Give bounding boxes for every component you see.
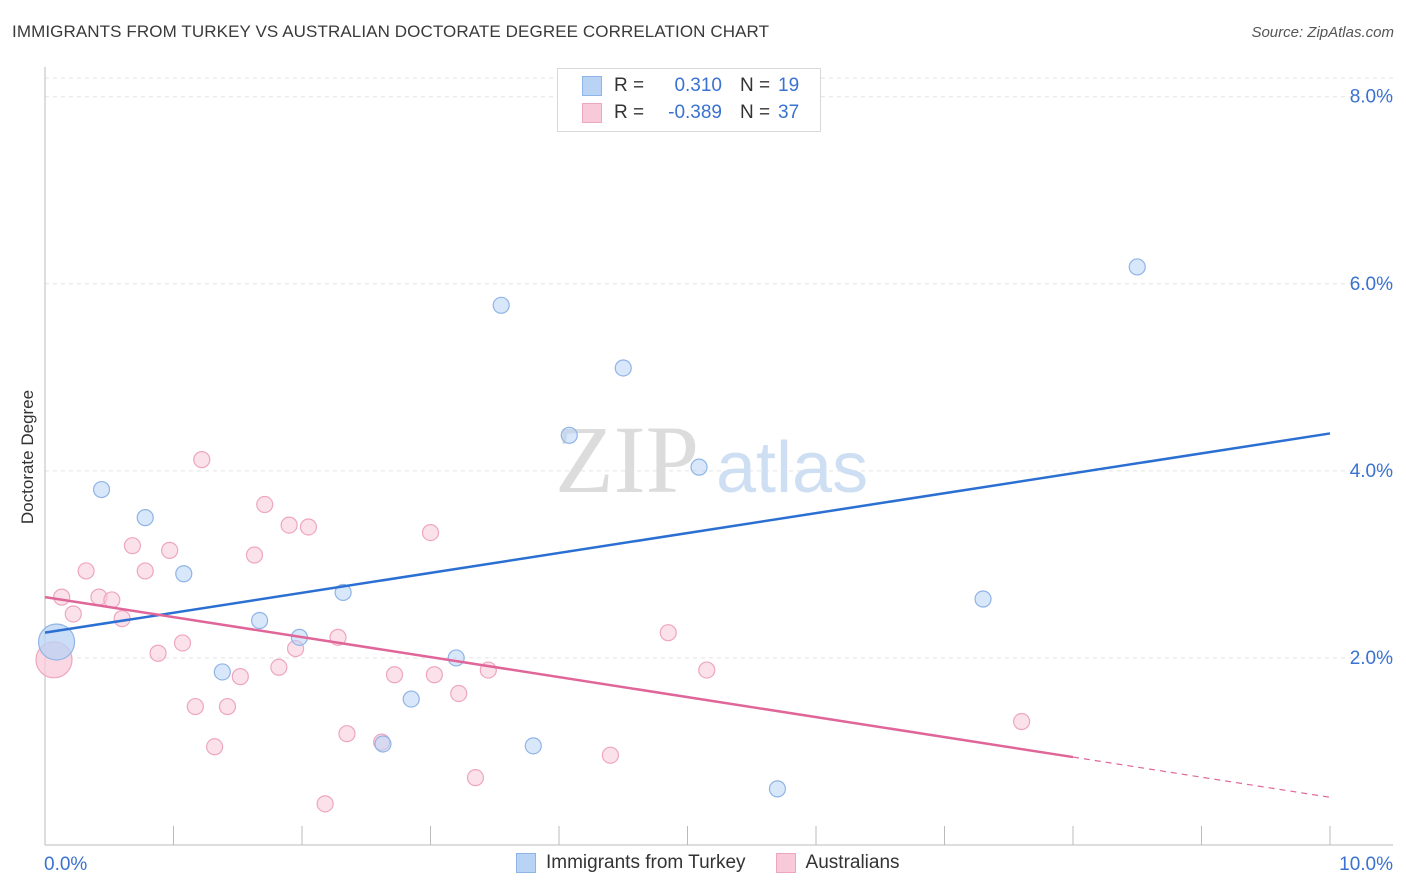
data-point-australians bbox=[280, 516, 298, 534]
data-point-turkey bbox=[213, 663, 231, 681]
legend-n-value: 19 bbox=[778, 75, 800, 96]
data-point-australians bbox=[425, 666, 443, 684]
data-point-australians bbox=[186, 697, 204, 716]
data-point-turkey bbox=[136, 509, 154, 527]
data-point-turkey bbox=[374, 735, 392, 753]
data-point-australians bbox=[53, 588, 71, 606]
legend-item-australians: Australians bbox=[775, 852, 900, 874]
series-australians bbox=[35, 451, 1031, 813]
legend-n-label: N = bbox=[740, 102, 771, 123]
data-point-turkey bbox=[974, 590, 992, 608]
data-point-turkey bbox=[492, 296, 510, 314]
data-point-australians bbox=[450, 684, 468, 703]
watermark-atlas: atlas bbox=[716, 428, 868, 508]
data-point-australians bbox=[136, 562, 154, 580]
series-immigrants-from-turkey bbox=[37, 258, 1146, 798]
y-tick-label: 4.0% bbox=[1350, 461, 1393, 482]
data-point-australians bbox=[316, 795, 334, 813]
legend-r-label: R = bbox=[614, 102, 645, 123]
data-point-australians bbox=[1012, 712, 1031, 731]
data-point-australians bbox=[149, 644, 167, 662]
trend-line-turkey bbox=[44, 432, 1331, 634]
data-point-australians bbox=[77, 562, 95, 580]
data-point-turkey bbox=[334, 583, 352, 602]
legend-r-label: R = bbox=[614, 75, 645, 96]
legend-item-turkey: Immigrants from Turkey bbox=[516, 852, 746, 874]
data-point-turkey bbox=[560, 426, 578, 444]
legend-r-value: 0.310 bbox=[674, 75, 722, 96]
legend-swatch-pink bbox=[582, 103, 602, 123]
legend-row-australians: R = -0.389 N = 37 bbox=[582, 101, 799, 125]
data-point-australians bbox=[466, 769, 485, 787]
legend-swatch-blue bbox=[516, 853, 536, 873]
legend-n-value: 37 bbox=[778, 102, 800, 123]
data-point-turkey bbox=[175, 565, 193, 583]
legend-row-turkey: R = 0.310 N = 19 bbox=[582, 74, 799, 98]
data-point-turkey bbox=[524, 737, 542, 755]
legend-label-australians: Australians bbox=[805, 852, 900, 873]
y-tick-label: 6.0% bbox=[1350, 274, 1393, 295]
data-point-australians bbox=[218, 697, 237, 716]
source-label: Source: ZipAtlas.com bbox=[1251, 24, 1394, 41]
series-legend: Immigrants from Turkey Australians bbox=[516, 852, 930, 874]
data-point-turkey bbox=[768, 780, 787, 798]
data-point-australians bbox=[193, 451, 211, 469]
data-point-australians bbox=[421, 523, 440, 542]
chart-title: IMMIGRANTS FROM TURKEY VS AUSTRALIAN DOC… bbox=[12, 22, 770, 41]
data-point-turkey bbox=[614, 359, 632, 377]
trend-line-australians bbox=[44, 595, 1074, 759]
data-point-australians bbox=[64, 605, 82, 623]
data-point-australians bbox=[256, 495, 274, 514]
y-tick-label: 2.0% bbox=[1350, 648, 1393, 669]
gridlines bbox=[45, 77, 1393, 659]
data-point-turkey bbox=[690, 458, 708, 476]
axes bbox=[44, 67, 1393, 846]
data-point-australians bbox=[601, 746, 620, 764]
watermark-zip: ZIP bbox=[555, 406, 699, 513]
data-point-australians bbox=[161, 541, 179, 559]
tick-labels: 2.0% 4.0% 6.0% 8.0% 0.0% 10.0% bbox=[44, 87, 1393, 875]
data-point-turkey bbox=[447, 649, 465, 667]
trend-line-australians-extension bbox=[1072, 756, 1331, 798]
data-point-australians bbox=[385, 666, 404, 684]
data-point-turkey bbox=[1128, 258, 1146, 276]
data-point-australians bbox=[231, 668, 249, 686]
x-tick-label: 10.0% bbox=[1339, 854, 1393, 875]
y-tick-label: 8.0% bbox=[1350, 87, 1393, 108]
data-point-turkey bbox=[250, 611, 269, 630]
data-point-turkey bbox=[92, 480, 111, 499]
data-point-australians bbox=[173, 634, 192, 652]
data-point-australians bbox=[270, 658, 288, 676]
correlation-legend: R = 0.310 N = 19 R = -0.389 N = 37 bbox=[557, 68, 821, 132]
data-point-australians bbox=[206, 738, 224, 756]
data-point-australians bbox=[123, 537, 141, 555]
legend-swatch-blue bbox=[582, 76, 602, 96]
data-point-turkey bbox=[402, 690, 420, 708]
x-tick-label: 0.0% bbox=[44, 854, 87, 875]
legend-r-value: -0.389 bbox=[668, 102, 722, 123]
data-point-australians bbox=[659, 624, 677, 642]
data-point-australians bbox=[338, 725, 356, 743]
trend-lines bbox=[44, 432, 1331, 798]
data-point-australians bbox=[698, 661, 716, 679]
data-point-australians bbox=[299, 518, 318, 536]
data-point-australians bbox=[245, 546, 264, 564]
legend-swatch-pink bbox=[775, 853, 796, 873]
legend-label-turkey: Immigrants from Turkey bbox=[546, 852, 746, 873]
legend-n-label: N = bbox=[740, 75, 771, 96]
